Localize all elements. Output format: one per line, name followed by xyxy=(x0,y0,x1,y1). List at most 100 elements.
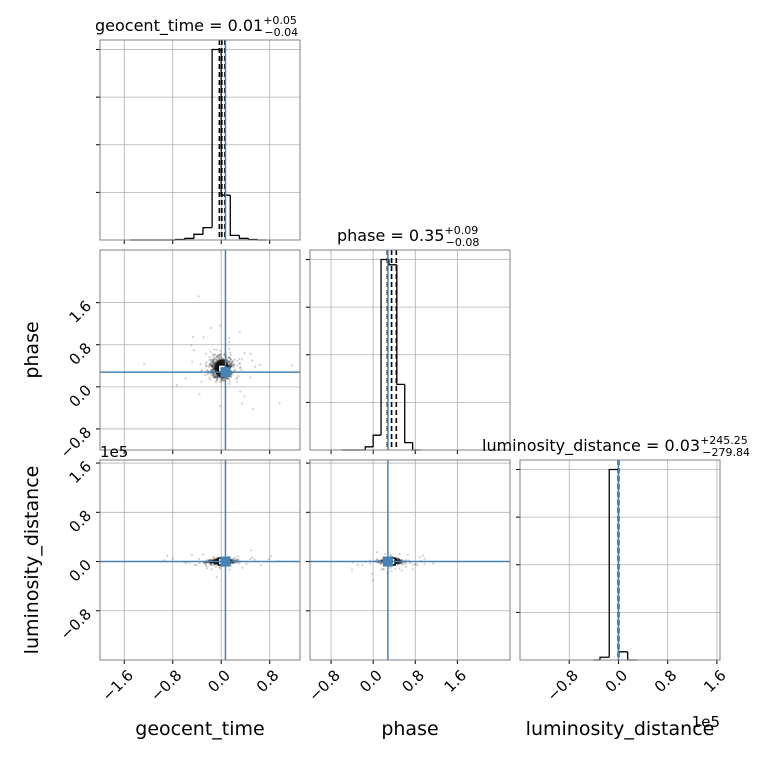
panel-phase-vs-geocent-time-sample-point xyxy=(213,376,216,379)
panel-phase-vs-geocent-time-sample-point xyxy=(237,357,241,360)
panel-phase-vs-geocent-time-sample-point xyxy=(209,369,212,372)
panel-phase-vs-geocent-time-sample-point xyxy=(220,376,223,380)
panel-luminosity-distance-vs-geocent-time-sample-point xyxy=(213,562,216,565)
panel-luminosity-distance-vs-geocent-time-sample-point xyxy=(213,561,216,565)
panel-phase-vs-geocent-time-sample-point xyxy=(228,356,232,359)
panel-phase-vs-geocent-time-sample-point xyxy=(239,365,242,368)
xtick-label-geocent-time: −0.8 xyxy=(147,666,185,704)
panel-phase-vs-geocent-time-sample-point xyxy=(215,348,218,351)
panel-phase-vs-geocent-time-sample-point xyxy=(233,358,236,361)
diag-geocent-time-hist-bin xyxy=(211,48,222,228)
panel-luminosity-distance-vs-geocent-time-sample-point xyxy=(204,564,208,568)
panel-luminosity-distance-vs-geocent-time-sample-point xyxy=(212,564,215,567)
ytick-label-phase: −0.8 xyxy=(57,423,95,461)
panel-phase-vs-geocent-time-sample-point xyxy=(211,361,214,364)
panel-luminosity-distance-vs-geocent-time-sample-point xyxy=(207,558,210,562)
panel-phase-vs-geocent-time-sample-point xyxy=(216,376,219,379)
panel-phase-vs-geocent-time-sample-point xyxy=(228,341,231,344)
diag-geocent-time-hist-bin xyxy=(247,238,258,241)
panel-phase-vs-geocent-time-sample-point xyxy=(238,362,241,365)
panel-phase-vs-geocent-time-sample-point xyxy=(210,326,213,330)
panel-phase-vs-geocent-time-sample-point xyxy=(240,368,243,371)
panel-phase-vs-geocent-time-sample-point xyxy=(205,368,208,372)
panel-luminosity-distance-vs-phase-sample-point xyxy=(394,567,397,570)
panel-phase-vs-geocent-time-sample-point xyxy=(214,373,217,377)
panel-phase-vs-geocent-time-sample-point xyxy=(210,374,213,377)
panel-phase-vs-geocent-time-sample-point xyxy=(190,344,193,347)
panel-phase-vs-geocent-time-sample-point xyxy=(222,377,225,381)
panel-luminosity-distance-vs-phase-sample-point xyxy=(402,563,405,566)
panel-phase-vs-geocent-time-sample-point xyxy=(231,360,234,363)
panel-luminosity-distance-vs-phase-sample-point xyxy=(361,564,364,567)
panel-phase-vs-geocent-time-sample-point xyxy=(236,380,239,383)
panel-phase-vs-geocent-time-sample-point xyxy=(226,359,229,362)
panel-phase-vs-geocent-time-sample-point xyxy=(212,366,215,370)
panel-phase-vs-geocent-time-sample-point xyxy=(210,368,213,372)
panel-luminosity-distance-vs-phase-sample-point xyxy=(418,556,422,559)
panel-phase-vs-geocent-time-sample-point xyxy=(212,366,215,370)
panel-phase-vs-geocent-time-sample-point xyxy=(231,359,235,362)
diag-phase-frame xyxy=(309,249,511,451)
panel-phase-vs-geocent-time-sample-point xyxy=(211,365,214,368)
luminosity-distance-x-scale-label: 1e5 xyxy=(692,713,720,731)
panel-luminosity-distance-vs-phase-sample-point xyxy=(397,558,401,561)
panel-luminosity-distance-vs-geocent-time-sample-point xyxy=(237,555,240,558)
luminosity-distance-y-scale-label: 1e5 xyxy=(100,443,128,461)
panel-phase-vs-geocent-time-sample-point xyxy=(249,376,252,379)
panel-luminosity-distance-vs-geocent-time-sample-point xyxy=(267,558,270,561)
panel-phase-vs-geocent-time-sample-point xyxy=(214,375,218,378)
panel-luminosity-distance-vs-phase-sample-point xyxy=(414,563,417,566)
panel-luminosity-distance-vs-phase-sample-point xyxy=(379,562,382,565)
panel-phase-vs-geocent-time-sample-point xyxy=(215,358,219,362)
panel-phase-vs-geocent-time-sample-point xyxy=(209,378,212,381)
panel-luminosity-distance-vs-geocent-time-sample-point xyxy=(209,561,212,565)
diag-phase-hist-bin xyxy=(364,446,374,450)
panel-phase-vs-geocent-time-sample-point xyxy=(216,354,219,358)
panel-phase-vs-geocent-time-sample-point xyxy=(230,361,234,364)
panel-luminosity-distance-vs-phase-sample-point xyxy=(350,568,354,571)
panel-luminosity-distance-vs-geocent-time-sample-point xyxy=(230,558,233,562)
xtick-label-geocent-time: −1.6 xyxy=(98,666,136,704)
panel-phase-vs-geocent-time-sample-point xyxy=(208,356,211,359)
panel-luminosity-distance-vs-geocent-time-sample-point xyxy=(213,563,216,566)
panel-phase-vs-geocent-time-sample-point xyxy=(219,404,222,408)
panel-phase-vs-geocent-time-sample-point xyxy=(210,361,213,364)
panel-luminosity-distance-vs-phase-sample-point xyxy=(397,562,400,565)
panel-phase-vs-geocent-time-sample-point xyxy=(212,361,215,364)
panel-phase-vs-geocent-time-sample-point xyxy=(212,376,216,379)
panel-luminosity-distance-vs-phase-sample-point xyxy=(404,565,407,568)
panel-phase-vs-geocent-time-sample-point xyxy=(218,356,221,359)
panel-luminosity-distance-vs-phase-sample-point xyxy=(400,562,403,565)
panel-luminosity-distance-vs-geocent-time-sample-point xyxy=(237,558,240,561)
panel-luminosity-distance-vs-phase-sample-point xyxy=(400,562,403,565)
diag-luminosity-distance-title-value: luminosity_distance = 0.03 xyxy=(482,436,700,456)
panel-luminosity-distance-vs-geocent-time-sample-point xyxy=(215,575,218,579)
panel-luminosity-distance-vs-geocent-time-sample-point xyxy=(210,561,213,564)
panel-luminosity-distance-vs-geocent-time-sample-point xyxy=(209,562,212,565)
panel-phase-vs-geocent-time-sample-point xyxy=(204,362,207,366)
panel-phase-vs-geocent-time-sample-point xyxy=(227,378,231,381)
panel-phase-vs-geocent-time-sample-point xyxy=(239,390,242,393)
panel-luminosity-distance-vs-phase-sample-point xyxy=(369,562,372,565)
panel-phase-vs-geocent-time-sample-point xyxy=(213,363,216,366)
panel-phase-vs-geocent-time-sample-point xyxy=(227,377,230,380)
panel-phase-vs-geocent-time-sample-point xyxy=(205,361,208,364)
panel-phase-vs-geocent-time-sample-point xyxy=(213,362,216,366)
panel-phase-vs-geocent-time-sample-point xyxy=(228,351,232,354)
panel-phase-vs-geocent-time-sample-point xyxy=(216,378,219,381)
panel-phase-vs-geocent-time-sample-point xyxy=(211,353,214,356)
panel-phase-vs-geocent-time-sample-point xyxy=(234,368,237,372)
panel-phase-vs-geocent-time-sample-point xyxy=(212,359,215,363)
panel-phase-vs-geocent-time-sample-point xyxy=(213,376,217,379)
panel-phase-vs-geocent-time-sample-point xyxy=(214,361,217,364)
diag-phase-hist-bin xyxy=(411,442,421,451)
panel-phase-vs-geocent-time-sample-point xyxy=(191,335,195,339)
panel-phase-vs-geocent-time-sample-point xyxy=(212,363,215,367)
panel-phase-vs-geocent-time-sample-point xyxy=(230,358,233,361)
panel-luminosity-distance-vs-phase-sample-point xyxy=(396,563,400,566)
panel-luminosity-distance-vs-phase-truth-marker xyxy=(382,556,393,567)
diag-geocent-time-hist-bin xyxy=(193,233,204,239)
diag-geocent-time-frame xyxy=(99,39,301,241)
panel-luminosity-distance-vs-geocent-time-sample-point xyxy=(238,562,241,565)
panel-luminosity-distance-vs-geocent-time-sample-point xyxy=(205,566,209,570)
